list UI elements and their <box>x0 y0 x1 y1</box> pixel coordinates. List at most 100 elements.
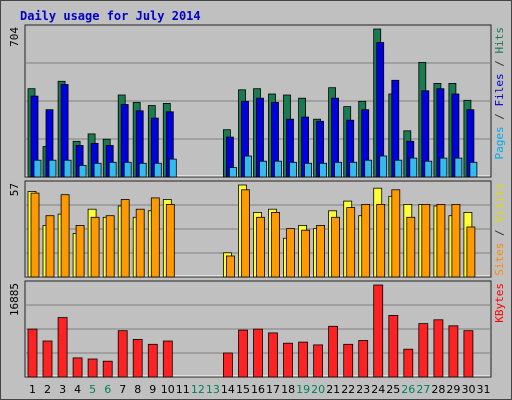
bar-sites <box>361 203 371 278</box>
y-max-label: 704 <box>8 27 21 47</box>
legend-entry: Files <box>493 73 506 106</box>
x-tick-label: 29 <box>446 383 460 396</box>
legend-entry: / <box>493 107 506 127</box>
bar-pages <box>259 160 267 178</box>
bar-pages <box>349 161 358 178</box>
legend-entry: Visits <box>493 183 506 223</box>
x-tick-label: 9 <box>149 383 156 396</box>
x-tick-label: 23 <box>356 383 370 396</box>
bar-kbytes <box>117 330 128 378</box>
bar-sites <box>45 215 55 278</box>
bar-sites <box>271 211 280 278</box>
bar-sites <box>301 229 311 278</box>
bar-sites <box>150 197 160 278</box>
x-tick-label: 8 <box>134 383 141 396</box>
x-tick-label: 26 <box>401 383 415 396</box>
bar-sites <box>241 189 250 278</box>
x-tick-label: 4 <box>74 383 81 396</box>
bar-pages <box>108 161 117 178</box>
panel-legend: Sites / Visits <box>493 183 506 276</box>
x-tick-label: 14 <box>221 383 235 396</box>
bar-kbytes <box>433 319 444 378</box>
panel-mid: 57 Sites / Visits <box>8 180 506 278</box>
bar-sites <box>120 199 130 278</box>
x-tick-label: 20 <box>311 383 325 396</box>
bar-pages <box>364 159 373 178</box>
bar-kbytes <box>403 348 414 378</box>
x-tick-label: 31 <box>477 383 491 396</box>
x-tick-label: 1 <box>29 383 36 396</box>
x-tick-label: 12 <box>191 383 205 396</box>
bar-pages <box>63 159 72 178</box>
bar-kbytes <box>27 328 38 378</box>
panel-legend: KBytes <box>493 283 506 323</box>
bar-pages <box>93 162 102 178</box>
bar-sites <box>135 208 145 278</box>
bar-sites <box>256 216 265 278</box>
x-tick-label: 7 <box>119 383 126 396</box>
bar-pages <box>138 162 147 178</box>
x-tick-label: 5 <box>89 383 96 396</box>
bar-kbytes <box>222 352 233 378</box>
bar-pages <box>424 160 433 178</box>
x-tick-label: 10 <box>161 383 175 396</box>
bar-sites <box>165 203 175 278</box>
bar-kbytes <box>283 342 293 378</box>
legend-entry: Pages <box>493 126 506 159</box>
bar-sites <box>436 203 446 278</box>
bar-pages <box>228 167 237 178</box>
x-tick-label: 22 <box>341 383 355 396</box>
bar-sites <box>225 255 235 278</box>
bar-pages <box>409 157 418 178</box>
x-tick-label: 18 <box>281 383 295 396</box>
x-tick-label: 15 <box>236 383 250 396</box>
bar-pages <box>78 164 87 178</box>
bar-sites <box>376 203 386 278</box>
panel-legend: Pages / Files / Hits <box>493 27 506 160</box>
bar-kbytes <box>388 314 399 378</box>
x-tick-label: 16 <box>251 383 265 396</box>
bar-sites <box>466 226 476 278</box>
bar-kbytes <box>418 323 429 378</box>
x-tick-label: 21 <box>326 383 340 396</box>
bar-kbytes <box>268 332 278 378</box>
bar-pages <box>244 155 252 178</box>
x-tick-label: 11 <box>176 383 190 396</box>
x-tick-label: 13 <box>206 383 220 396</box>
bar-pages <box>439 157 448 178</box>
bar-kbytes <box>343 343 354 378</box>
legend-entry: / <box>493 223 506 243</box>
bar-pages <box>394 159 403 178</box>
panel-bot: 16885 KBytes <box>8 280 506 378</box>
legend-entry: Sites <box>493 243 506 276</box>
bar-pages <box>123 161 132 178</box>
legend-entry: / <box>493 54 506 74</box>
x-tick-label: 17 <box>266 383 280 396</box>
bar-sites <box>286 228 295 278</box>
bar-sites <box>30 192 40 278</box>
bar-sites <box>451 203 461 278</box>
bar-pages <box>168 158 177 178</box>
x-tick-label: 3 <box>59 383 66 396</box>
x-tick-label: 28 <box>431 383 445 396</box>
bar-kbytes <box>253 328 263 378</box>
bar-pages <box>289 161 297 178</box>
bar-sites <box>421 203 431 278</box>
x-tick-label: 27 <box>416 383 430 396</box>
bar-pages <box>33 159 42 178</box>
bar-sites <box>346 207 356 278</box>
bar-kbytes <box>72 357 83 378</box>
bar-kbytes <box>87 358 98 378</box>
bar-pages <box>454 157 463 178</box>
bar-kbytes <box>448 325 459 378</box>
x-tick-label: 25 <box>386 383 400 396</box>
bar-kbytes <box>162 340 173 378</box>
bar-sites <box>331 216 341 278</box>
bar-sites <box>406 216 416 278</box>
panel-top: 704 Pages / Files / Hits <box>8 24 506 178</box>
bar-sites <box>316 224 326 278</box>
bar-kbytes <box>463 330 474 378</box>
bar-sites <box>60 194 70 278</box>
bar-kbytes <box>373 284 384 378</box>
